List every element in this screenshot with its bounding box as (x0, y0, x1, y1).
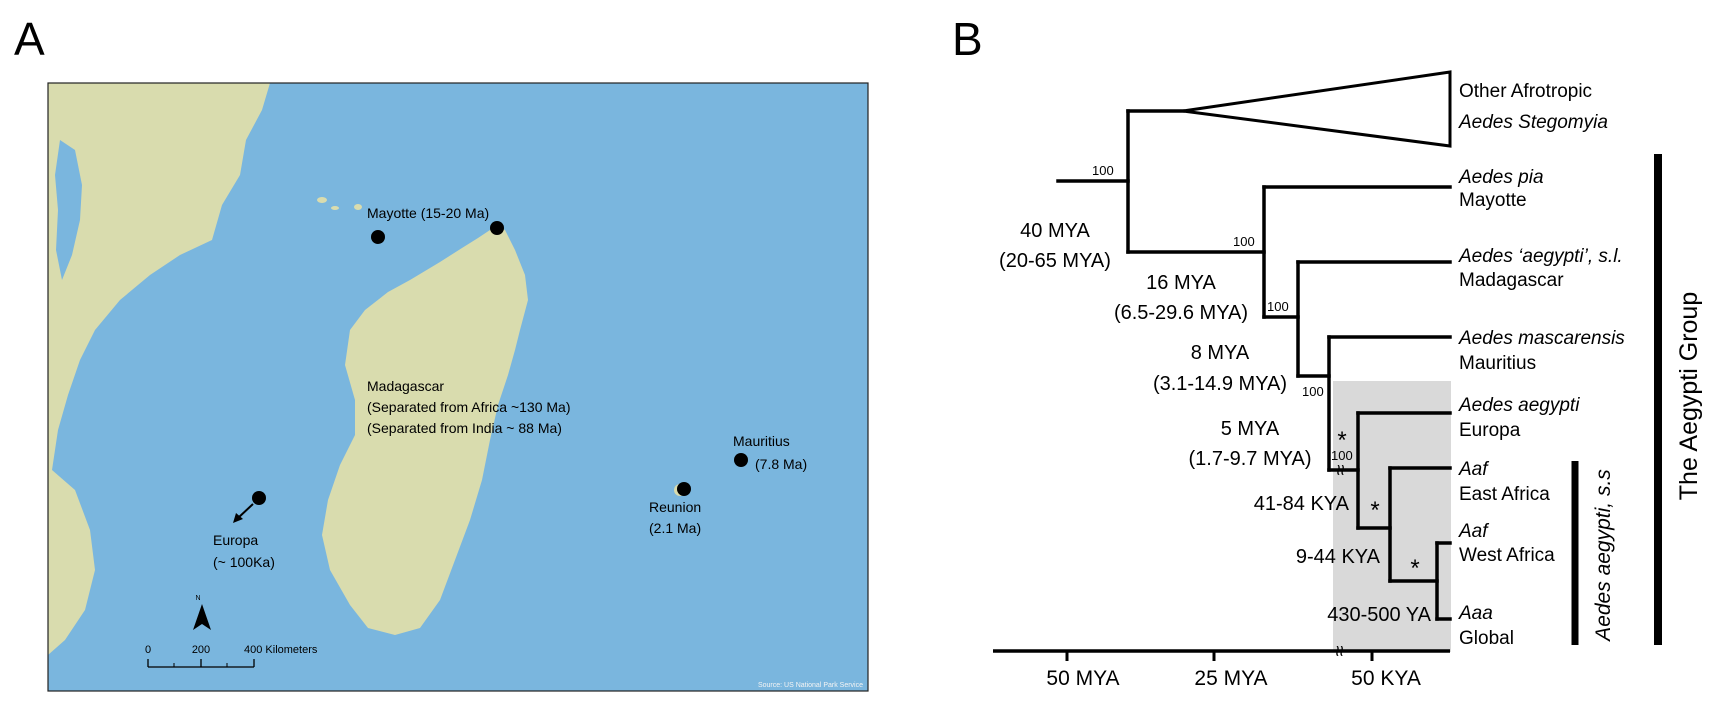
tip-global-locality: Global (1459, 628, 1514, 649)
mayotte-label: Mayotte (15-20 Ma) (367, 205, 489, 221)
panel-a-letter: A (14, 13, 45, 65)
reunion-marker (677, 482, 691, 496)
branch-break-mark: ≈ (1329, 465, 1351, 476)
madagascar-landmass (322, 226, 528, 635)
date-8mya-range: (3.1-14.9 MYA) (1153, 373, 1287, 395)
date-16mya-range: (6.5-29.6 MYA) (1114, 302, 1248, 324)
aegypti-group-label: The Aegypti Group (1675, 292, 1703, 500)
axis-tick-label-50kya: 50 KYA (1351, 667, 1421, 690)
tip-east-africa-taxon: Aaf (1458, 459, 1489, 480)
africa-landmass (48, 83, 270, 655)
europa-age-label: (~ 100Ka) (213, 554, 275, 570)
madagascar-africa-label: (Separated from Africa ~130 Ma) (367, 399, 571, 415)
madagascar-tip-marker (490, 221, 504, 235)
europa-arrow (237, 503, 254, 519)
tip-europa-taxon: Aedes aegypti (1458, 395, 1580, 416)
reunion-age-label: (2.1 Ma) (649, 520, 701, 536)
date-5mya-range: (1.7-9.7 MYA) (1189, 448, 1312, 470)
bootstrap-root: 100 (1092, 163, 1114, 178)
tip-mascarensis-locality: Mauritius (1459, 353, 1536, 374)
scale-bar: 0 200 400 Kilometers (145, 644, 318, 668)
tip-mascarensis-taxon: Aedes mascarensis (1458, 328, 1625, 349)
phylogenetic-tree (1056, 109, 1452, 621)
tip-pia-locality: Mayotte (1459, 190, 1527, 211)
reunion-label: Reunion (649, 499, 701, 515)
lake (55, 140, 82, 280)
axis-break-mark: ≈ (1328, 646, 1350, 657)
mayotte-marker (371, 230, 385, 244)
ss-clade-label: Aedes aegypti, s.s (1592, 469, 1615, 643)
recent-time-shading (1333, 381, 1451, 652)
tip-west-africa-locality: West Africa (1459, 545, 1555, 566)
tip-europa-locality: Europa (1459, 420, 1521, 441)
panel-b-letter: B (952, 13, 983, 65)
bootstrap-16mya: 100 (1233, 234, 1255, 249)
support-asterisk-1: * (1337, 427, 1346, 454)
europa-label: Europa (213, 532, 258, 548)
bootstrap-aegypti: 100 (1331, 448, 1353, 463)
date-root-range: (20-65 MYA) (999, 250, 1111, 272)
map-source-label: Source: US National Park Service (758, 682, 863, 689)
tip-outgroup-taxon: Aedes Stegomyia (1458, 112, 1608, 133)
support-asterisk-2: * (1370, 497, 1379, 524)
north-label: N (195, 595, 200, 602)
madagascar-india-label: (Separated from India ~ 88 Ma) (367, 420, 562, 436)
tip-east-africa-locality: East Africa (1459, 484, 1550, 505)
date-9-44kya: 9-44 KYA (1296, 546, 1381, 568)
time-axis: ≈ 50 MYA 25 MYA 50 KYA (993, 646, 1450, 690)
scale-label-400: 400 Kilometers (244, 644, 318, 656)
date-430-500ya: 430-500 YA (1327, 604, 1431, 626)
tip-outgroup-label: Other Afrotropic (1459, 81, 1592, 102)
axis-tick-label-25mya: 25 MYA (1194, 667, 1267, 690)
axis-tick-label-50mya: 50 MYA (1046, 667, 1119, 690)
tip-aeg-sl-taxon: Aedes ‘aegypti’, s.l. (1458, 246, 1623, 267)
tip-global-taxon: Aaa (1458, 603, 1493, 624)
map-frame (47, 82, 869, 692)
comoros-island (354, 204, 362, 210)
tip-west-africa-taxon: Aaf (1458, 521, 1489, 542)
mauritius-age-label: (7.8 Ma) (755, 456, 807, 472)
date-5mya: 5 MYA (1221, 418, 1280, 440)
map-panel: Mayotte (15-20 Ma) Madagascar (Separated… (47, 82, 869, 692)
bootstrap-5mya: 100 (1302, 384, 1324, 399)
europa-arrowhead (233, 513, 243, 523)
europa-marker (252, 491, 266, 505)
comoros-island (331, 206, 339, 210)
date-8mya: 8 MYA (1191, 342, 1250, 364)
scale-label-0: 0 (145, 644, 151, 656)
madagascar-label: Madagascar (367, 378, 444, 394)
north-arrow-icon: N (193, 595, 211, 630)
comoros-island (317, 197, 327, 203)
date-16mya: 16 MYA (1146, 272, 1216, 294)
mauritius-marker (734, 453, 748, 467)
date-root: 40 MYA (1020, 220, 1090, 242)
date-41-84kya: 41-84 KYA (1254, 493, 1350, 515)
mauritius-label: Mauritius (733, 433, 790, 449)
tip-aeg-sl-locality: Madagascar (1459, 270, 1564, 291)
support-asterisk-3: * (1410, 555, 1419, 582)
collapsed-outgroup-triangle (1182, 70, 1452, 148)
tip-pia-taxon: Aedes pia (1458, 167, 1544, 188)
scale-label-200: 200 (192, 644, 210, 656)
bootstrap-8mya: 100 (1267, 299, 1289, 314)
